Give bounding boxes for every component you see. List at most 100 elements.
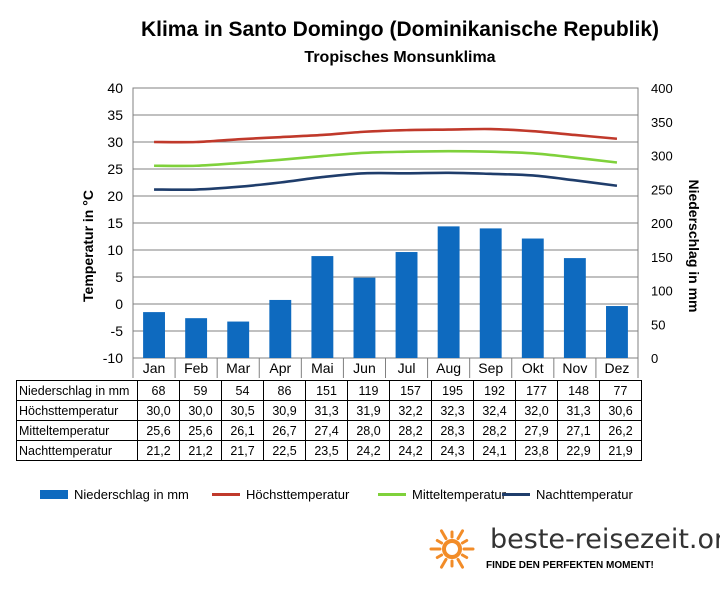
y-tick-left: 25 [107, 161, 123, 177]
y-tick-right: 250 [651, 182, 673, 197]
table-cell: 26,2 [599, 420, 642, 441]
y-tick-right: 400 [651, 81, 673, 96]
legend-swatch [378, 493, 406, 496]
table-cell: 25,6 [179, 420, 222, 441]
precipitation-bar [227, 321, 250, 358]
table-row: Mitteltemperatur 25,6 25,6 26,1 26,7 27,4 28,0… [16, 420, 642, 441]
table-cell: 86 [263, 380, 306, 401]
legend-label: Mitteltemperatur [412, 487, 506, 502]
table-cell: 192 [473, 380, 516, 401]
table-cell: 148 [557, 380, 600, 401]
legend-item: Nachttemperatur [502, 487, 633, 502]
table-cell: 24,1 [473, 440, 516, 461]
table-cell: 30,0 [179, 400, 222, 421]
x-tick-label: Dez [605, 360, 630, 376]
precipitation-bar [185, 318, 208, 358]
legend-item: Mitteltemperatur [378, 487, 506, 502]
table-cell: 31,3 [557, 400, 600, 421]
y-tick-left: 40 [107, 80, 123, 96]
legend-swatch [502, 493, 530, 496]
table-cell: 31,9 [347, 400, 390, 421]
table-cell: 177 [515, 380, 558, 401]
table-cell: 32,0 [515, 400, 558, 421]
table-cell: 28,2 [473, 420, 516, 441]
table-cell: 31,3 [305, 400, 348, 421]
legend-label: Nachttemperatur [536, 487, 633, 502]
precipitation-bar [437, 226, 460, 358]
y-axis-label-right: Niederschlag in mm [686, 179, 702, 313]
y-tick-left: 20 [107, 188, 123, 204]
legend-item: Höchsttemperatur [212, 487, 349, 502]
x-tick-label: Jun [353, 360, 376, 376]
table-cell: 151 [305, 380, 348, 401]
y-tick-right: 150 [651, 250, 673, 265]
precipitation-bar [311, 256, 334, 358]
table-row-label: Höchsttemperatur [16, 400, 138, 421]
table-cell: 22,5 [263, 440, 306, 461]
table-cell: 119 [347, 380, 390, 401]
y-tick-right: 50 [651, 317, 665, 332]
table-cell: 28,3 [431, 420, 474, 441]
brand-slogan: FINDE DEN PERFEKTEN MOMENT! [486, 560, 654, 571]
y-tick-right: 300 [651, 149, 673, 164]
sun-icon [429, 529, 475, 569]
table-cell: 26,1 [221, 420, 264, 441]
table-cell: 30,9 [263, 400, 306, 421]
y-tick-left: 5 [115, 269, 123, 285]
table-cell: 24,2 [347, 440, 390, 461]
chart-legend: Niederschlag in mm Höchsttemperatur Mittel… [40, 487, 660, 507]
table-cell: 59 [179, 380, 222, 401]
y-tick-right: 0 [651, 351, 658, 366]
y-tick-right: 100 [651, 284, 673, 299]
table-cell: 32,3 [431, 400, 474, 421]
chart-title: Klima in Santo Domingo (Dominikanische R… [140, 18, 660, 41]
precipitation-bar [269, 299, 292, 358]
table-row: Höchsttemperatur 30,0 30,0 30,5 30,9 31,3 31,9… [16, 400, 642, 421]
table-cell: 28,2 [389, 420, 432, 441]
y-tick-left: -10 [103, 350, 123, 366]
x-tick-label: Sep [478, 360, 503, 376]
y-tick-left: 10 [107, 242, 123, 258]
table-cell: 30,5 [221, 400, 264, 421]
legend-label: Niederschlag in mm [74, 487, 189, 502]
y-tick-left: -5 [111, 323, 124, 339]
table-cell: 22,9 [557, 440, 600, 461]
table-cell: 28,0 [347, 420, 390, 441]
table-cell: 32,2 [389, 400, 432, 421]
x-tick-label: Mar [226, 360, 250, 376]
x-tick-label: Okt [522, 360, 544, 376]
table-cell: 195 [431, 380, 474, 401]
table-cell: 24,2 [389, 440, 432, 461]
table-cell: 77 [599, 380, 642, 401]
y-axis-label-left: Temperatur in °C [80, 190, 96, 302]
legend-swatch [40, 490, 68, 499]
x-tick-label: Mai [311, 360, 334, 376]
legend-item: Niederschlag in mm [40, 487, 189, 502]
table-cell: 32,4 [473, 400, 516, 421]
table-cell: 21,2 [137, 440, 180, 461]
table-cell: 68 [137, 380, 180, 401]
y-tick-right: 200 [651, 216, 673, 231]
table-cell: 30,6 [599, 400, 642, 421]
max-temp-line [154, 127, 618, 144]
table-cell: 24,3 [431, 440, 474, 461]
precipitation-bar [353, 277, 376, 358]
night-temp-line [154, 171, 618, 192]
table-row-label: Niederschlag in mm [16, 380, 138, 401]
legend-label: Höchsttemperatur [246, 487, 350, 502]
x-tick-label: Apr [269, 360, 291, 376]
table-cell: 23,5 [305, 440, 348, 461]
chart-subtitle: Tropisches Monsunklima [304, 49, 496, 66]
y-tick-left: 15 [107, 215, 123, 231]
table-cell: 27,9 [515, 420, 558, 441]
table-row: Niederschlag in mm 68 59 54 86 151 119 157 195 19… [16, 380, 642, 401]
x-tick-label: Nov [562, 360, 587, 376]
x-tick-label: Aug [436, 360, 461, 376]
y-tick-left: 35 [107, 107, 123, 123]
precipitation-bar [606, 306, 628, 358]
precipitation-bar [521, 238, 544, 358]
table-cell: 21,2 [179, 440, 222, 461]
table-row: Nachttemperatur 21,2 21,2 21,7 22,5 23,5 24,2 2… [16, 440, 642, 461]
mean-temp-line [154, 149, 618, 168]
table-row-label: Nachttemperatur [16, 440, 138, 461]
